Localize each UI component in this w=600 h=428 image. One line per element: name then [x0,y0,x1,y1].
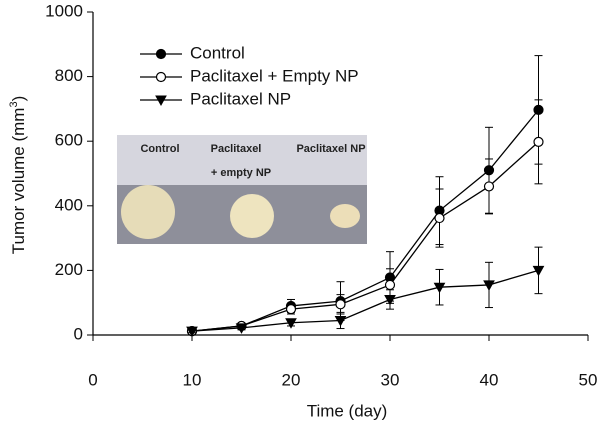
x-tick-label: 0 [88,370,97,389]
y-tick-label: 800 [55,66,83,85]
marker [384,279,396,291]
marker [433,282,446,294]
marker [483,280,495,291]
marker [533,136,544,147]
y-tick-label: 600 [55,131,83,150]
y-tick-label: 1000 [45,1,83,20]
x-tick-label: 10 [183,370,202,389]
series-line [191,141,539,332]
y-tick-label: 0 [74,324,83,343]
marker [384,294,396,306]
y-tick-label: 200 [55,260,83,279]
y-axis-label-text: Tumor volume (mm [9,108,28,255]
inset-label: Paclitaxel [211,143,262,155]
x-tick-label: 20 [282,370,301,389]
y-axis-label-end: ) [9,96,28,102]
marker [483,181,495,192]
legend-marker [155,48,167,60]
inset-photo: Control Paclitaxel + empty NP Paclitaxel… [117,135,367,244]
marker [434,212,445,224]
tumor [330,204,360,228]
photo-light [117,135,367,185]
legend-label: Paclitaxel + Empty NP [190,66,359,85]
legend-marker [155,71,167,83]
inset-label: Paclitaxel NP [296,143,365,155]
x-tick-label: 40 [480,370,499,389]
legend-label: Paclitaxel NP [190,89,291,108]
marker [235,323,248,334]
marker [335,299,346,310]
x-tick-label: 50 [579,370,598,389]
marker [532,265,545,277]
y-axis-label: Tumor volume (mm3) [8,96,29,255]
x-tick-label: 30 [381,370,400,389]
marker [285,318,297,329]
series-line [191,269,539,332]
tumor [121,185,175,239]
y-tick-label: 400 [55,195,83,214]
inset-label: + empty NP [211,167,271,179]
marker [186,326,198,338]
tumor [230,194,274,238]
marker [285,304,297,315]
y-axis-label-sup: 3 [8,101,20,107]
x-axis-label: Time (day) [307,401,388,420]
legend-marker [155,95,167,107]
legend-label: Control [190,43,245,62]
marker [334,315,347,327]
inset-label: Control [140,143,179,155]
